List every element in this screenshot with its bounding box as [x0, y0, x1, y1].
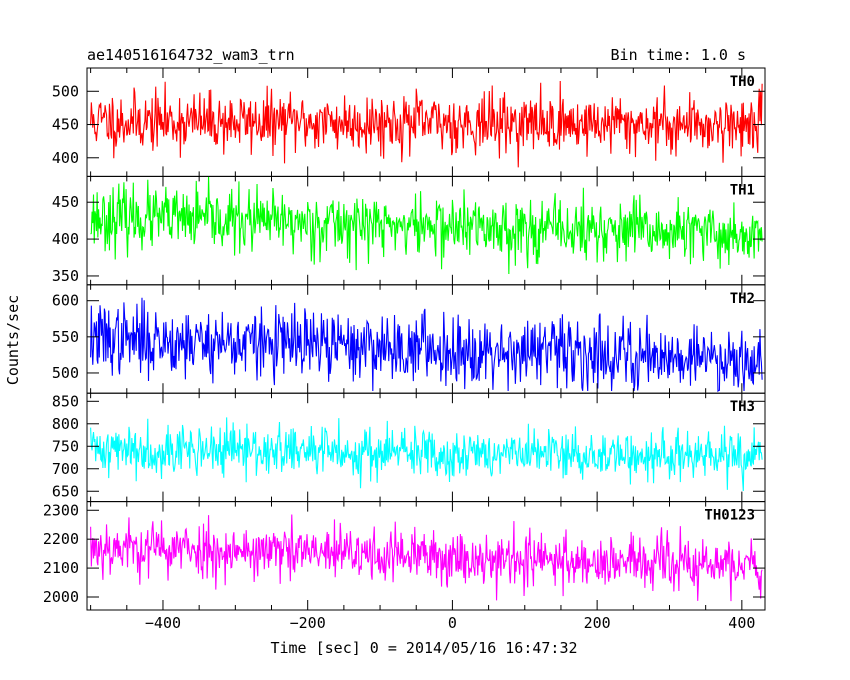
bin-time-label: Bin time: 1.0 s [611, 46, 746, 64]
x-tick-label: −200 [290, 614, 326, 632]
panel-th3: 650 700 750 800 850 TH3 [52, 392, 766, 503]
panel-label-th0123: TH0123 [704, 508, 755, 524]
x-tick-label: 0 [448, 614, 457, 632]
y-tick-label: 750 [52, 437, 79, 455]
y-tick-label: 650 [52, 482, 79, 500]
panel-frame [86, 501, 766, 611]
panel-th1: 350 400 450 TH1 [52, 175, 766, 286]
y-tick-label: 400 [52, 149, 79, 167]
y-axis-title: Counts/sec [4, 295, 22, 385]
series-line-th2 [90, 297, 763, 393]
y-tick-label: 350 [52, 267, 79, 285]
y-tick-label: 600 [52, 292, 79, 310]
series-line-th1 [90, 176, 763, 274]
x-axis: −400 −200 0 200 400 [145, 614, 755, 632]
series-line-th3 [90, 417, 763, 492]
panel-label-th0: TH0 [730, 74, 755, 90]
series-line-th0 [90, 81, 763, 168]
panel-label-th2: TH2 [730, 291, 755, 307]
y-tick-label: 2300 [43, 501, 79, 519]
y-tick-label: 400 [52, 230, 79, 248]
y-tick-label: 550 [52, 328, 79, 346]
y-tick-label: 2200 [43, 530, 79, 548]
y-tick-label: 800 [52, 415, 79, 433]
y-tick-label: 2100 [43, 559, 79, 577]
chart-title: ae140516164732_wam3_trn [87, 46, 295, 64]
x-tick-label: −400 [145, 614, 181, 632]
y-tick-label: 450 [52, 193, 79, 211]
panel-label-th1: TH1 [730, 182, 755, 198]
y-tick-label: 850 [52, 392, 79, 410]
series-line-th0123 [90, 514, 763, 602]
panel-th0: 400 450 500 TH0 [52, 67, 766, 177]
panel-th0123: 2000 2100 2200 2300 TH0123 [43, 501, 766, 611]
panel-th2: 500 550 600 TH2 [52, 284, 766, 394]
y-tick-label: 500 [52, 82, 79, 100]
x-axis-title: Time [sec] 0 = 2014/05/16 16:47:32 [270, 639, 577, 657]
x-tick-label: 200 [584, 614, 611, 632]
panels-group: 400 450 500 TH0 350 400 450 TH1 500 550 600 TH2 650 7… [43, 67, 766, 611]
x-tick-label: 400 [728, 614, 755, 632]
y-tick-label: 500 [52, 364, 79, 382]
y-tick-label: 2000 [43, 588, 79, 606]
panel-label-th3: TH3 [730, 399, 755, 415]
y-tick-label: 700 [52, 460, 79, 478]
y-tick-label: 450 [52, 116, 79, 134]
